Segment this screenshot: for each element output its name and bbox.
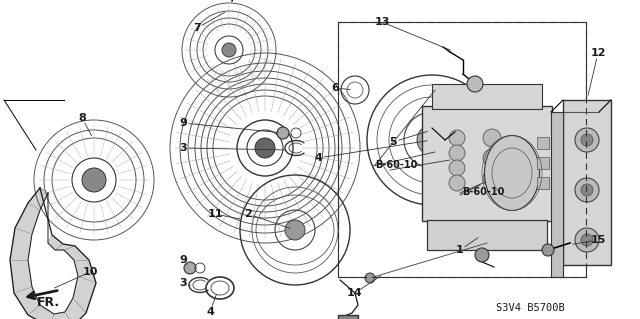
Text: 2: 2 [244, 209, 252, 219]
Text: 6: 6 [331, 83, 339, 93]
Text: 3: 3 [179, 143, 187, 153]
Circle shape [449, 175, 465, 191]
Circle shape [285, 220, 305, 240]
Bar [537, 137, 549, 149]
Bar [338, 315, 358, 319]
Circle shape [467, 76, 483, 92]
Circle shape [542, 244, 554, 256]
Circle shape [449, 160, 465, 176]
Text: 11: 11 [207, 209, 223, 219]
Text: 8: 8 [78, 113, 86, 123]
Bar [338, 22, 586, 277]
Circle shape [184, 262, 196, 274]
Text: 12: 12 [590, 48, 605, 58]
Text: 9: 9 [179, 118, 187, 128]
Bar [551, 112, 563, 277]
Circle shape [417, 125, 447, 155]
Text: 1: 1 [456, 245, 464, 255]
Bar [563, 100, 611, 265]
Circle shape [222, 43, 236, 57]
Text: 10: 10 [83, 267, 98, 277]
Circle shape [82, 168, 106, 192]
Text: B-60-10: B-60-10 [462, 187, 504, 197]
Bar [427, 220, 547, 250]
Bar [338, 22, 586, 277]
Circle shape [581, 234, 593, 246]
Circle shape [581, 184, 593, 196]
Circle shape [581, 134, 593, 146]
Text: FR.: FR. [36, 296, 60, 309]
Circle shape [575, 128, 599, 152]
Text: 13: 13 [374, 17, 390, 27]
Circle shape [255, 138, 275, 158]
Bar [537, 157, 549, 169]
Circle shape [575, 228, 599, 252]
Text: 3: 3 [179, 278, 187, 288]
Polygon shape [10, 188, 96, 319]
Text: B-60-10: B-60-10 [375, 160, 417, 170]
Circle shape [277, 127, 289, 139]
Text: 4: 4 [206, 307, 214, 317]
Circle shape [449, 145, 465, 161]
Text: S3V4 B5700B: S3V4 B5700B [495, 303, 564, 313]
Text: 7: 7 [193, 23, 201, 33]
Text: 9: 9 [179, 255, 187, 265]
Text: 14: 14 [347, 288, 363, 298]
Bar [422, 106, 552, 221]
Circle shape [449, 130, 465, 146]
Text: 4: 4 [314, 153, 322, 163]
Circle shape [365, 273, 375, 283]
Circle shape [483, 169, 501, 187]
Circle shape [475, 248, 489, 262]
Circle shape [483, 149, 501, 167]
Ellipse shape [484, 136, 540, 211]
Circle shape [575, 178, 599, 202]
Text: 15: 15 [590, 235, 605, 245]
Circle shape [483, 129, 501, 147]
Bar [537, 177, 549, 189]
Bar [432, 84, 542, 109]
Text: 5: 5 [389, 137, 397, 147]
